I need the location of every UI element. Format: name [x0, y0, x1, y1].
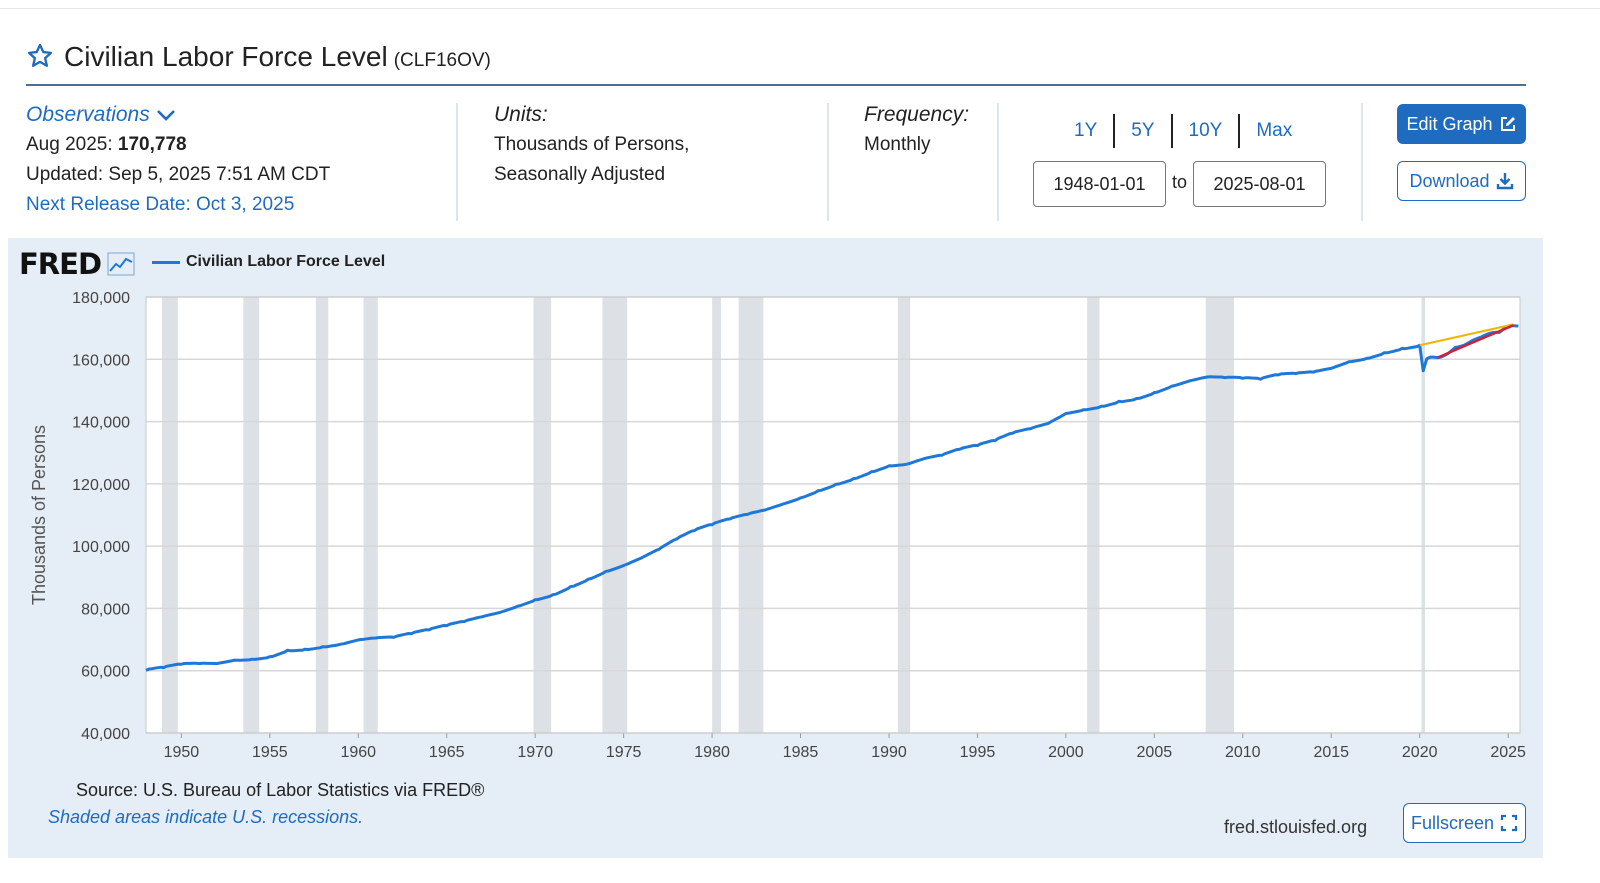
fred-logo: FRED — [19, 247, 135, 281]
frequency-block: Frequency: Monthly — [864, 100, 969, 160]
chart-line-icon — [107, 252, 135, 276]
legend-label: Civilian Labor Force Level — [186, 253, 386, 270]
x-tick-label: 1985 — [783, 744, 819, 761]
trend-line-yellow — [1419, 323, 1514, 347]
download-icon — [1496, 173, 1513, 190]
plot-area — [146, 297, 1520, 733]
recession-band — [161, 297, 178, 733]
units-line1: Thousands of Persons, — [494, 134, 690, 155]
series-header: Civilian Labor Force Level (CLF16OV) — [26, 38, 491, 73]
source-text: Source: U.S. Bureau of Labor Statistics … — [76, 780, 485, 800]
plot-border — [145, 296, 1521, 734]
latest-date: Aug 2025: — [26, 134, 113, 155]
trend-line-red — [1436, 324, 1514, 359]
x-tick-label: 2005 — [1137, 744, 1173, 761]
range-separator — [1170, 114, 1173, 148]
latest-observation: Aug 2025: 170,778 — [26, 130, 330, 160]
download-button[interactable]: Download — [1397, 161, 1526, 201]
recession-band — [897, 297, 911, 733]
series-id: (CLF16OV) — [393, 50, 491, 71]
top-divider — [0, 8, 1600, 9]
x-tick-label: 2020 — [1402, 744, 1438, 761]
fullscreen-icon — [1500, 814, 1518, 832]
x-tick-label: 1950 — [164, 744, 200, 761]
fred-logo-text: FRED — [19, 247, 102, 281]
range-selector: 1Y 5Y 10Y Max — [1058, 114, 1308, 148]
chevron-down-icon — [156, 110, 175, 121]
units-block: Units: Thousands of Persons, Seasonally … — [494, 100, 689, 190]
observations-toggle[interactable]: Observations — [26, 100, 330, 130]
x-tick-label: 1995 — [960, 744, 996, 761]
x-tick-label: 1960 — [340, 744, 376, 761]
edit-icon — [1500, 117, 1515, 131]
units-label: Units: — [494, 103, 548, 126]
units-line2: Seasonally Adjusted — [494, 164, 666, 185]
recession-band — [1421, 297, 1426, 733]
meta-separator — [1361, 103, 1363, 221]
fullscreen-button[interactable]: Fullscreen — [1403, 803, 1526, 843]
star-icon[interactable] — [26, 42, 54, 70]
recession-note: Shaded areas indicate U.S. recessions. — [48, 807, 364, 827]
x-tick-label: 2010 — [1225, 744, 1261, 761]
x-tick-label: 1975 — [606, 744, 642, 761]
meta-separator — [827, 103, 829, 221]
recession-band — [712, 297, 721, 733]
y-tick-label: 100,000 — [72, 539, 130, 556]
observations-block: Observations Aug 2025: 170,778 Updated: … — [26, 100, 330, 220]
y-tick-label: 40,000 — [81, 726, 130, 743]
y-tick-label: 80,000 — [81, 601, 130, 618]
download-label: Download — [1409, 170, 1490, 191]
observations-label: Observations — [26, 103, 150, 126]
recession-band — [602, 297, 628, 733]
x-tick-label: 1970 — [517, 744, 553, 761]
legend-swatch — [152, 260, 180, 264]
frequency-label: Frequency: — [864, 103, 970, 126]
x-tick-label: 2000 — [1048, 744, 1084, 761]
frequency-value: Monthly — [864, 134, 931, 155]
end-date-input[interactable]: 2025-08-01 — [1193, 161, 1326, 207]
latest-value: 170,778 — [117, 134, 187, 155]
x-tick-label: 1990 — [871, 744, 907, 761]
range-5y-button[interactable]: 5Y — [1131, 120, 1155, 141]
y-tick-label: 60,000 — [81, 664, 130, 681]
x-tick-label: 1965 — [429, 744, 465, 761]
meta-separator — [997, 103, 999, 221]
y-axis-title: Thousands of Persons — [29, 425, 49, 605]
range-10y-button[interactable]: 10Y — [1188, 120, 1223, 141]
fullscreen-label: Fullscreen — [1410, 812, 1495, 833]
page-title: Civilian Labor Force Level — [64, 41, 388, 72]
start-date-input[interactable]: 1948-01-01 — [1033, 161, 1166, 207]
y-tick-label: 160,000 — [72, 352, 130, 369]
date-range-separator: to — [1172, 172, 1188, 192]
y-tick-label: 180,000 — [72, 290, 130, 307]
y-tick-label: 140,000 — [72, 415, 130, 432]
recession-band — [533, 297, 552, 733]
meta-separator — [456, 103, 458, 221]
x-tick-label: 2025 — [1490, 744, 1526, 761]
range-1y-button[interactable]: 1Y — [1074, 120, 1098, 141]
edit-graph-button[interactable]: Edit Graph — [1397, 104, 1526, 144]
chart-legend: Civilian Labor Force Level — [152, 253, 385, 271]
x-tick-label: 2015 — [1313, 744, 1349, 761]
range-separator — [1113, 114, 1116, 148]
title-divider — [26, 84, 1526, 86]
x-tick-label: 1980 — [694, 744, 730, 761]
recession-band — [1087, 297, 1100, 733]
y-tick-label: 120,000 — [72, 477, 130, 494]
range-separator — [1238, 114, 1241, 148]
edit-graph-label: Edit Graph — [1406, 113, 1493, 134]
recession-band — [315, 297, 329, 733]
site-url: fred.stlouisfed.org — [1224, 817, 1368, 837]
range-max-button[interactable]: Max — [1256, 120, 1293, 141]
series-line — [145, 323, 1519, 672]
next-release-link[interactable]: Next Release Date: Oct 3, 2025 — [26, 194, 295, 215]
recession-band — [243, 297, 260, 733]
x-tick-label: 1955 — [252, 744, 288, 761]
recession-band — [363, 297, 378, 733]
updated-text: Updated: Sep 5, 2025 7:51 AM CDT — [26, 164, 331, 185]
recession-band — [1205, 297, 1234, 733]
